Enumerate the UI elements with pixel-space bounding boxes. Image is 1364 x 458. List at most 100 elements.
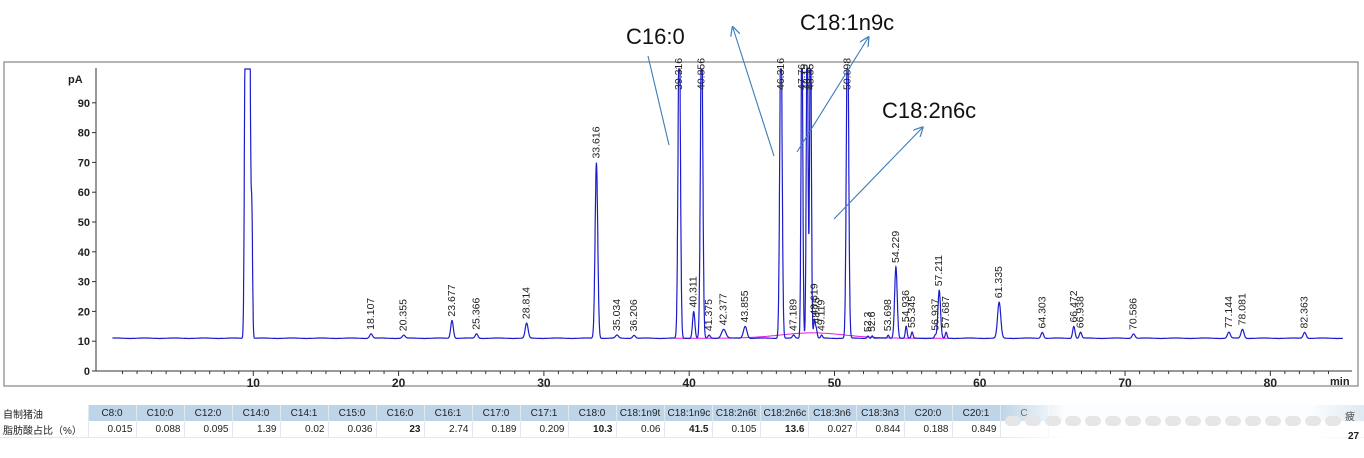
signal-trace	[112, 68, 1343, 340]
peak-label: 57.211	[933, 255, 945, 286]
peak-label: 36.206	[628, 299, 640, 331]
ticks: 0 10 20 30 40 50 60 70 80 90 10 20 30 40 50 60 70 80	[78, 98, 1329, 390]
x-tick-label: 10	[247, 376, 261, 390]
x-tick-label: 70	[1118, 376, 1132, 390]
peak-label: 40.311	[688, 276, 700, 307]
peak-label: 54.936	[900, 290, 912, 322]
y-tick-label: 10	[78, 336, 90, 348]
peak-label: 64.303	[1036, 296, 1048, 328]
y-tick-label: 20	[78, 306, 90, 318]
table-value-cell: 1.39	[232, 421, 281, 438]
peak-label: 25.366	[471, 297, 483, 329]
peak-label: 57.687	[940, 296, 952, 328]
table-value-cell: 41.5	[664, 421, 713, 438]
peak-label: 28.814	[521, 287, 533, 319]
annotation-c18-1n9c: C18:1n9c	[800, 10, 895, 35]
table-value-cell: 0.189	[472, 421, 521, 438]
annotation-c18-2n6c: C18:2n6c	[882, 98, 977, 123]
peak-label: 56.937	[929, 298, 941, 330]
peak-label: 48.12	[801, 64, 813, 90]
table-value-cell: 0.02	[280, 421, 329, 438]
peak-label: 35.034	[611, 299, 623, 331]
x-tick-label: 80	[1264, 376, 1278, 390]
table-header-cell: C20:1	[952, 405, 1001, 421]
peak-label: 52.6	[866, 311, 878, 332]
arrow-c16-0-alt	[733, 28, 775, 157]
table-value-cell: 0.849	[952, 421, 1001, 438]
watermark-overlay	[1000, 405, 1364, 441]
table-header-cell: C14:0	[232, 405, 281, 421]
table-value-cell: 0.105	[712, 421, 761, 438]
x-tick-label: 30	[537, 376, 551, 390]
peak-label: 77.144	[1223, 296, 1235, 328]
table-header-cell: C12:0	[184, 405, 233, 421]
table-header-cell: C16:1	[424, 405, 473, 421]
peak-label: 66.938	[1075, 296, 1087, 328]
y-tick-label: 60	[78, 187, 90, 199]
peak-label: 61.335	[993, 266, 1005, 298]
peak-label: 66.472	[1068, 290, 1080, 322]
peak-label: 48.35	[804, 64, 816, 90]
peak-label: 47.76	[796, 64, 808, 90]
y-tick-label: 90	[78, 98, 90, 110]
chromatogram-chart: 0 10 20 30 40 50 60 70 80 90 10 20 30 40 50 60 70 80 18.1…	[3, 0, 1359, 390]
y-tick-label: 70	[78, 157, 90, 169]
table-header-cell: C18:3n6	[808, 405, 857, 421]
peak-label: 41.375	[703, 299, 715, 331]
peak-label: 50.898	[842, 58, 854, 90]
peak-label: 48.75	[810, 297, 822, 323]
x-tick-label: 50	[828, 376, 842, 390]
arrow-c18-2n6c	[833, 128, 922, 220]
table-value-cell: 23	[376, 421, 425, 438]
table-header-cell: C17:1	[520, 405, 569, 421]
table-value-cell: 0.844	[856, 421, 905, 438]
peak-label: 23.677	[446, 284, 458, 316]
y-tick-label: 0	[84, 366, 90, 378]
table-value-cell: 0.088	[136, 421, 185, 438]
table-header-cell: C18:1n9t	[616, 405, 665, 421]
table-header-cell: C16:0	[376, 405, 425, 421]
table-header-cell: C18:1n9c	[664, 405, 713, 421]
table-header-cell: C18:2n6c	[760, 405, 809, 421]
table-header-cell: C18:2n6t	[712, 405, 761, 421]
x-tick-label: 40	[682, 376, 696, 390]
peak-label: 43.855	[739, 290, 751, 322]
x-tick-label: 20	[392, 376, 406, 390]
table-header-cell: C18:0	[568, 405, 617, 421]
table-value-cell: 10.3	[568, 421, 617, 438]
table-value-cell: 0.095	[184, 421, 233, 438]
table-value-cell: 0.209	[520, 421, 569, 438]
peak-label: 70.586	[1128, 298, 1140, 330]
peak-label: 49.119	[816, 300, 828, 331]
table-value-cell: 0.036	[328, 421, 377, 438]
value-row-label: 脂肪酸占比（%）	[0, 421, 89, 438]
peak-label: 42.377	[718, 293, 730, 325]
arrow-c18-1n9c	[796, 38, 868, 153]
arrow-c16-0	[647, 55, 670, 146]
table-value-cell: 13.6	[760, 421, 809, 438]
peak-label: 78.081	[1236, 293, 1248, 325]
y-tick-label: 80	[78, 128, 90, 140]
peak-label: 39.316	[673, 58, 685, 90]
axes	[95, 68, 1352, 372]
peak-label: 52.3	[862, 311, 874, 332]
peak-labels: 18.107 20.355 23.677 25.366 28.814 33.616 35.0…	[365, 58, 1311, 332]
y-tick-label: 30	[78, 277, 90, 289]
annotation-arrows	[647, 28, 922, 220]
x-tick-label: 60	[973, 376, 987, 390]
peak-label: 55.345	[906, 296, 918, 328]
truncated-value-cell: 27	[1348, 431, 1360, 442]
peak-label: 48.619	[808, 283, 820, 315]
y-tick-label: 40	[78, 247, 90, 259]
table-header-cell: C18:3n3	[856, 405, 905, 421]
y-axis-unit: pA	[68, 74, 83, 86]
peak-label: 53.698	[882, 299, 894, 331]
x-axis-unit: min	[1330, 376, 1350, 388]
peak-label: 40.856	[696, 58, 708, 90]
table-value-cell: 0.06	[616, 421, 665, 438]
watermark-dots	[1005, 416, 1341, 426]
peak-label: 54.229	[890, 231, 902, 263]
annotation-c16-0: C16:0	[626, 24, 685, 49]
peak-label: 20.355	[398, 299, 410, 331]
table-header-cell: C20:0	[904, 405, 953, 421]
